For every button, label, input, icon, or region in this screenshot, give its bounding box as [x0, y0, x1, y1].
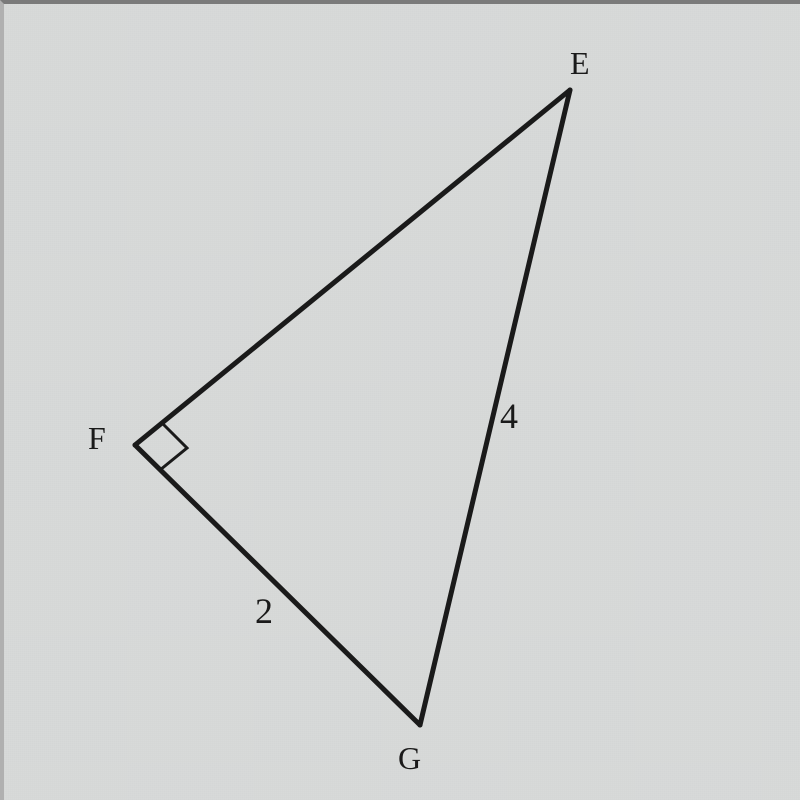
vertex-label-F: F [88, 420, 106, 457]
vertex-label-G: G [398, 740, 421, 777]
edge-label-GE: 4 [500, 395, 518, 437]
edge-FG [135, 445, 420, 725]
edge-EF [135, 90, 570, 445]
triangle-svg [0, 0, 800, 800]
triangle-diagram: E F G 2 4 [0, 0, 800, 800]
vertex-label-E: E [570, 45, 590, 82]
edge-label-FG: 2 [255, 590, 273, 632]
edge-GE [420, 90, 570, 725]
right-angle-marker [160, 423, 187, 470]
